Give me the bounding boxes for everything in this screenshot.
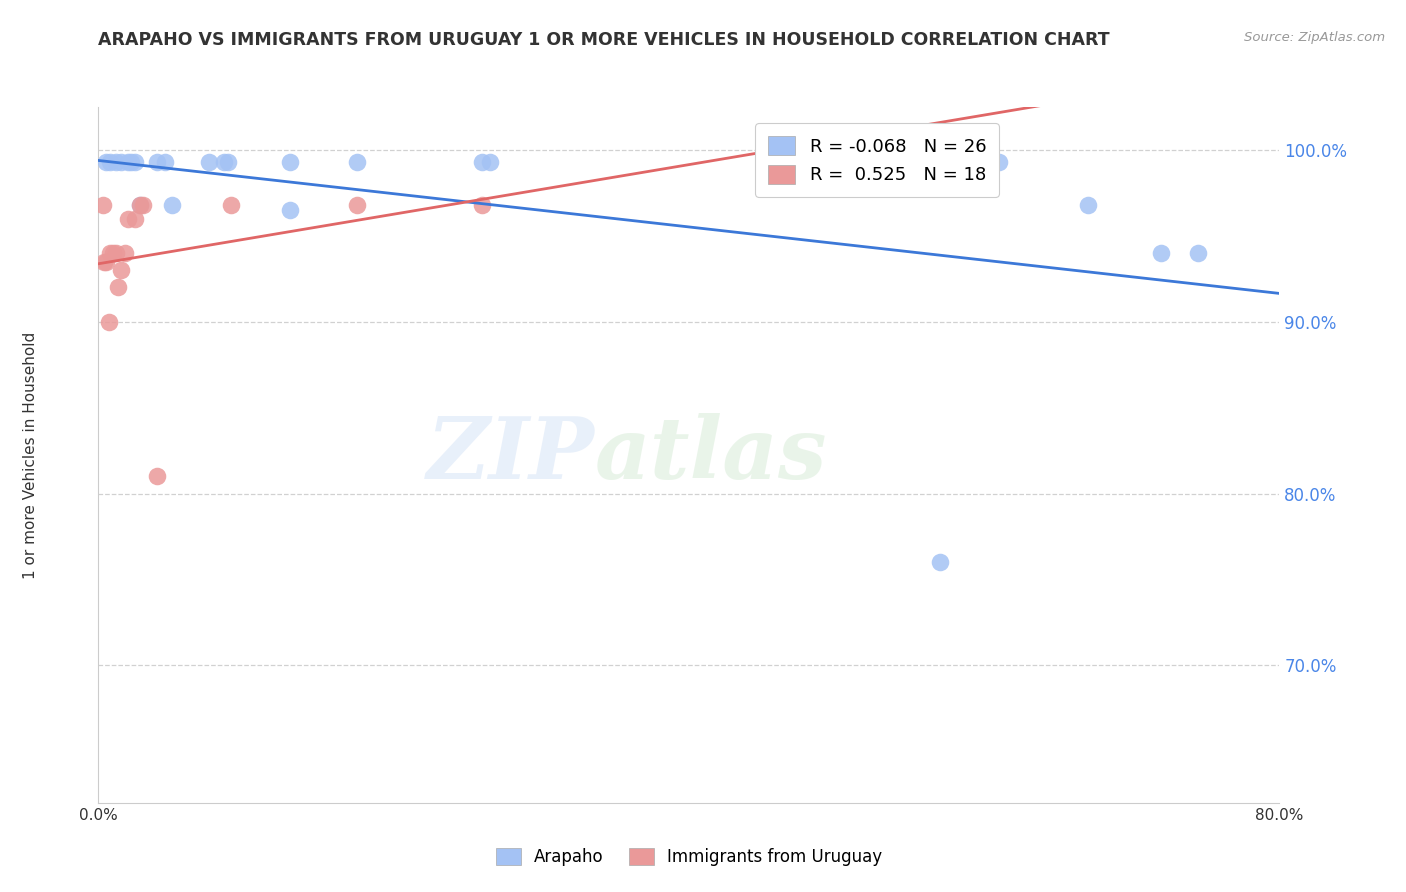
- Point: [124, 211, 146, 226]
- Point: [94, 155, 117, 169]
- Point: [97, 315, 120, 329]
- Point: [278, 203, 302, 218]
- Point: [471, 155, 494, 169]
- Point: [219, 198, 242, 212]
- Point: [146, 155, 169, 169]
- Legend: Arapaho, Immigrants from Uruguay: Arapaho, Immigrants from Uruguay: [488, 840, 890, 875]
- Point: [105, 246, 128, 260]
- Point: [91, 198, 114, 212]
- Text: ARAPAHO VS IMMIGRANTS FROM URUGUAY 1 OR MORE VEHICLES IN HOUSEHOLD CORRELATION C: ARAPAHO VS IMMIGRANTS FROM URUGUAY 1 OR …: [98, 31, 1111, 49]
- Point: [132, 198, 155, 212]
- Text: Source: ZipAtlas.com: Source: ZipAtlas.com: [1244, 31, 1385, 45]
- Point: [98, 246, 121, 260]
- Point: [107, 280, 129, 294]
- Point: [471, 198, 494, 212]
- Legend: R = -0.068   N = 26, R =  0.525   N = 18: R = -0.068 N = 26, R = 0.525 N = 18: [755, 123, 998, 197]
- Point: [114, 246, 136, 260]
- Point: [162, 198, 183, 212]
- Point: [212, 155, 235, 169]
- Text: ZIP: ZIP: [426, 413, 595, 497]
- Point: [1077, 198, 1099, 212]
- Point: [110, 155, 132, 169]
- Point: [198, 155, 221, 169]
- Point: [124, 155, 146, 169]
- Point: [110, 263, 132, 277]
- Point: [117, 155, 139, 169]
- Text: atlas: atlas: [595, 413, 827, 497]
- Point: [117, 211, 139, 226]
- Point: [1187, 246, 1209, 260]
- Point: [93, 254, 115, 268]
- Point: [105, 155, 128, 169]
- Point: [146, 469, 169, 483]
- Point: [1150, 246, 1173, 260]
- Point: [153, 155, 176, 169]
- Point: [346, 155, 368, 169]
- Point: [928, 555, 950, 569]
- Point: [987, 155, 1010, 169]
- Point: [278, 155, 302, 169]
- Point: [98, 155, 121, 169]
- Point: [120, 155, 142, 169]
- Point: [128, 198, 150, 212]
- Point: [94, 254, 117, 268]
- Text: 1 or more Vehicles in Household: 1 or more Vehicles in Household: [24, 331, 38, 579]
- Point: [217, 155, 239, 169]
- Point: [128, 198, 150, 212]
- Point: [103, 246, 125, 260]
- Point: [478, 155, 501, 169]
- Point: [346, 198, 368, 212]
